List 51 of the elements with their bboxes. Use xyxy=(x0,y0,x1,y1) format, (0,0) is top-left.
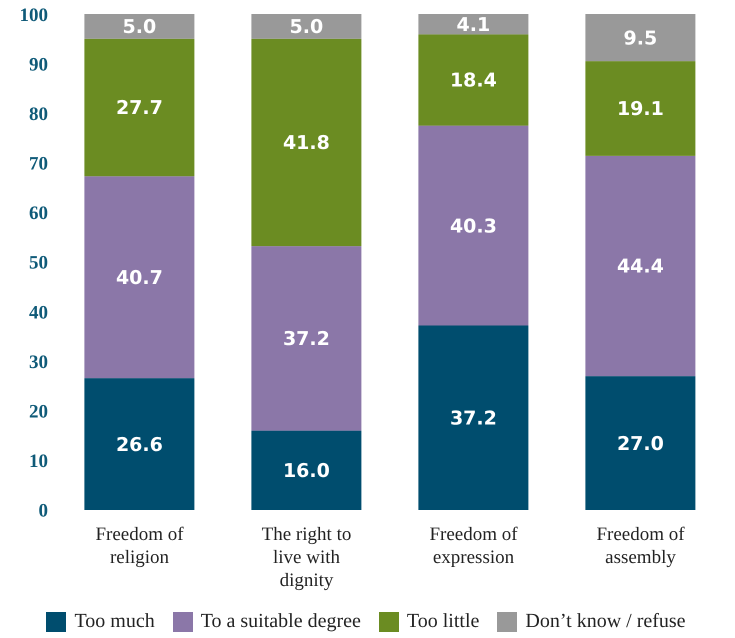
data-label: 4.1 xyxy=(456,14,490,36)
data-label: 9.5 xyxy=(624,27,658,50)
data-label: 40.7 xyxy=(116,266,163,289)
bar xyxy=(251,38,362,246)
legend-label: Too much xyxy=(74,610,155,633)
data-label: 27.7 xyxy=(116,97,163,120)
data-label: 16.0 xyxy=(282,460,330,482)
y-tick-label: 80 xyxy=(29,104,48,125)
y-tick-label: 70 xyxy=(29,154,48,175)
y-tick-label: 90 xyxy=(29,54,48,76)
data-label: 40.3 xyxy=(450,215,497,238)
bar xyxy=(251,14,362,39)
x-tick-label: The right to live with dignity xyxy=(262,524,352,591)
y-tick-label: 30 xyxy=(29,352,48,373)
bar xyxy=(251,246,362,431)
bar xyxy=(251,430,362,510)
legend-label: Don’t know / refuse xyxy=(525,610,686,633)
bar xyxy=(585,14,696,62)
bar xyxy=(585,61,696,156)
data-label: 37.2 xyxy=(282,328,330,350)
data-label: 5.0 xyxy=(290,16,324,38)
data-label: 5.0 xyxy=(122,16,156,38)
data-label: 27.0 xyxy=(616,432,664,455)
y-tick-label: 40 xyxy=(29,302,48,324)
y-tick-label: 60 xyxy=(29,203,48,224)
data-label: 19.1 xyxy=(616,98,664,120)
data-label: 37.2 xyxy=(450,407,497,430)
bar xyxy=(585,156,696,376)
x-tick-label: Freedom of assembly xyxy=(596,524,686,568)
y-tick-label: 20 xyxy=(29,402,48,423)
y-tick-label: 50 xyxy=(29,252,48,274)
bar xyxy=(585,376,696,510)
x-tick-label: Freedom of expression xyxy=(429,524,518,568)
y-tick-label: 0 xyxy=(38,500,48,522)
bar xyxy=(418,126,528,326)
data-label: 18.4 xyxy=(450,70,497,92)
legend-label: To a suitable degree xyxy=(200,610,361,633)
legend-label: Too little xyxy=(406,610,480,633)
bar xyxy=(418,325,528,510)
y-tick-label: 100 xyxy=(20,4,48,26)
bar xyxy=(84,14,194,39)
bar xyxy=(84,176,194,378)
y-tick-label: 10 xyxy=(29,451,48,472)
bar xyxy=(418,34,528,126)
data-label: 26.6 xyxy=(116,434,163,456)
bar xyxy=(84,378,194,510)
x-tick-label: Freedom of religion xyxy=(95,524,184,568)
bar xyxy=(418,14,528,34)
data-label: 44.4 xyxy=(616,256,664,278)
data-label: 41.8 xyxy=(282,132,330,154)
bar xyxy=(84,38,194,176)
